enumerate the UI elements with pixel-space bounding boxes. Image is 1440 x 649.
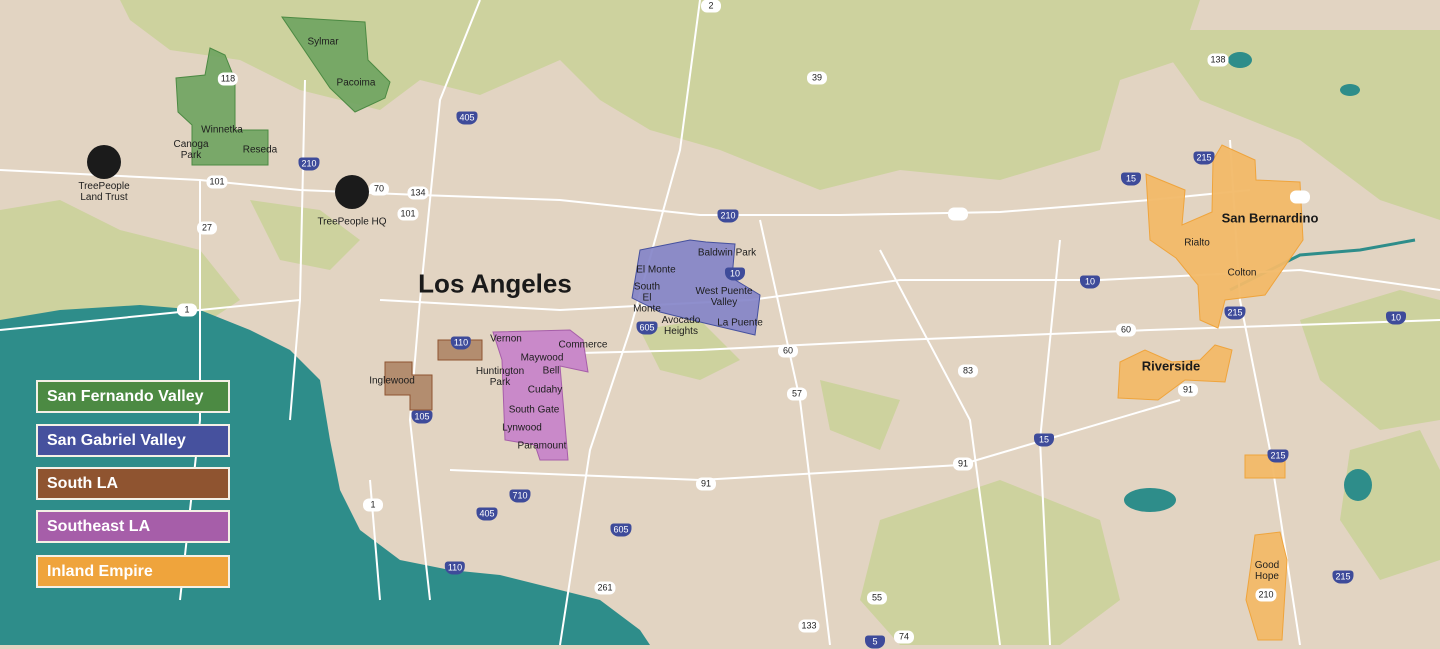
route-shield: 57 [787,387,807,401]
interstate-shield: 710 [509,489,531,503]
place-label: La Puente [717,317,763,329]
route-shield: 101 [397,207,419,221]
landmark-label: TreePeople HQ [317,216,387,228]
mountain-logo-icon[interactable] [87,145,121,179]
interstate-shield: 215 [1267,449,1289,463]
route-shield: 60 [778,344,798,358]
interstate-shield: 405 [456,111,478,125]
interstate-shield: 215 [1224,306,1246,320]
place-label: Huntington Park [475,366,525,388]
place-label: Baldwin Park [697,247,757,259]
place-label: Pacoima [336,77,376,89]
legend-san-fernando-valley[interactable]: San Fernando Valley [36,380,230,413]
route-shield: 91 [696,477,716,491]
legend-san-gabriel-valley[interactable]: San Gabriel Valley [36,424,230,457]
legend-label: San Gabriel Valley [47,432,186,449]
route-shield: 133 [798,619,820,633]
place-label: Bell [542,365,560,377]
place-label: Cudahy [527,384,563,396]
interstate-shield: 605 [610,523,632,537]
interstate-shield: 105 [411,410,433,424]
legend-inland-empire[interactable]: Inland Empire [36,555,230,588]
interstate-shield: 110 [450,336,472,350]
place-label: Commerce [558,339,608,351]
interstate-shield: 405 [476,507,498,521]
route-shield: 1 [363,498,383,512]
place-label: El Monte [636,264,676,276]
route-shield: 83 [958,364,978,378]
legend-label: Southeast LA [47,518,151,535]
route-shield [948,207,968,221]
place-label: Winnetka [201,124,243,136]
place-label: Vernon [490,333,522,345]
place-label: Canoga Park [173,139,209,161]
interstate-shield: 110 [444,561,466,575]
legend-label: Inland Empire [47,563,153,580]
place-label: Paramount [517,440,567,452]
route-shield [1290,190,1310,204]
route-shield: 2 [701,0,721,13]
oak-leaf-logo-icon[interactable] [335,175,369,209]
route-shield: 134 [407,186,429,200]
route-shield: 55 [867,591,887,605]
city-riverside: Riverside [1141,358,1201,374]
region-south-la[interactable] [384,339,483,411]
place-label: South El Monte [633,281,661,315]
route-shield: 210 [1255,588,1277,602]
place-label: Lynwood [502,422,542,434]
interstate-shield: 10 [1386,311,1406,325]
place-label: Rialto [1184,237,1210,249]
region-southeast-la[interactable] [492,329,589,461]
interstate-shield: 215 [1193,151,1215,165]
place-label: South Gate [508,404,560,416]
route-shield: 101 [206,175,228,189]
place-label: Inglewood [369,375,415,387]
interstate-shield: 10 [725,267,745,281]
interstate-shield: 5 [865,635,885,649]
landmark-label: TreePeople Land Trust [78,181,130,203]
place-label: Avocado Heights [661,315,701,337]
route-shield: 70 [369,182,389,196]
route-shield: 118 [217,72,239,86]
legend-southeast-la[interactable]: Southeast LA [36,510,230,543]
route-shield: 261 [594,581,616,595]
interstate-shield: 605 [636,321,658,335]
route-shield: 74 [894,630,914,644]
legend-label: South LA [47,475,119,492]
place-label: Reseda [242,144,278,156]
route-shield: 60 [1116,323,1136,337]
route-shield: 39 [807,71,827,85]
city-san-bernardino: San Bernardino [1221,210,1319,226]
place-label: Maywood [520,352,564,364]
place-label: West Puente Valley [695,286,753,308]
legend-label: San Fernando Valley [47,388,204,405]
interstate-shield: 10 [1080,275,1100,289]
route-shield: 91 [1178,383,1198,397]
place-label: Good Hope [1254,560,1280,582]
route-shield: 27 [197,221,217,235]
interstate-shield: 15 [1034,433,1054,447]
lakes [1124,52,1416,512]
legend-south-la[interactable]: South LA [36,467,230,500]
place-label: Sylmar [307,36,339,48]
interstate-shield: 15 [1121,172,1141,186]
city-los-angeles: Los Angeles [418,268,572,299]
interstate-shield: 215 [1332,570,1354,584]
route-shield: 91 [953,457,973,471]
interstate-shield: 210 [298,157,320,171]
interstate-shield: 210 [717,209,739,223]
region-inland-empire[interactable] [1117,144,1304,641]
region-san-fernando-valley[interactable] [175,16,391,166]
route-shield: 1 [177,303,197,317]
route-shield: 138 [1207,53,1229,67]
region-san-gabriel-valley[interactable] [631,239,761,336]
place-label: Colton [1227,267,1257,279]
